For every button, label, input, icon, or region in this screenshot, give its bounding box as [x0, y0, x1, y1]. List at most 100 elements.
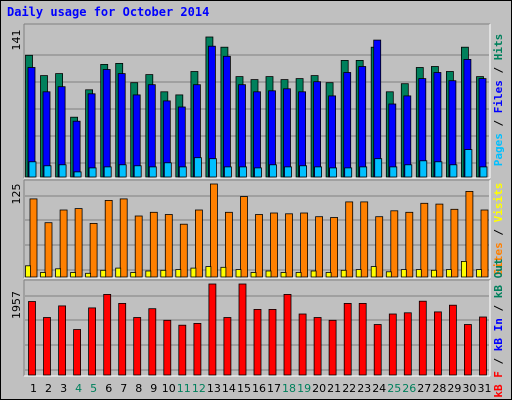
legend-sep: / [492, 351, 505, 371]
bar-pages-day-14 [223, 166, 232, 178]
x-tick-day-3: 3 [60, 382, 67, 395]
bar-visits-day-6 [100, 269, 107, 278]
legend-sep: / [492, 298, 505, 318]
bar-kb-f-day-16 [253, 308, 262, 376]
bar-kb-f-day-7 [118, 302, 127, 376]
bar-pages-day-5 [88, 167, 97, 178]
bar-sites-day-11 [179, 223, 188, 278]
bar-pages-day-7 [118, 164, 127, 178]
bar-files-day-6 [102, 69, 111, 178]
bar-visits-day-8 [130, 272, 137, 278]
x-tick-day-9: 9 [150, 382, 157, 395]
bar-kb-f-day-10 [163, 319, 172, 376]
bar-kb-f-day-3 [58, 305, 66, 376]
bar-sites-day-14 [224, 211, 233, 278]
bar-kb-f-day-29 [448, 304, 457, 376]
legend-files: Files [492, 80, 505, 113]
x-tick-day-8: 8 [135, 382, 142, 395]
chart-title: Daily usage for October 2014 [7, 5, 210, 19]
bar-sites-day-12 [194, 209, 203, 278]
x-tick-day-11: 11 [177, 382, 191, 395]
bar-visits-day-15 [235, 269, 242, 278]
bar-pages-day-11 [178, 166, 187, 178]
x-tick-day-15: 15 [237, 382, 251, 395]
x-tick-day-2: 2 [45, 382, 52, 395]
legend-sep: / [492, 113, 505, 133]
x-tick-day-26: 26 [402, 382, 416, 395]
bar-files-day-23 [358, 66, 367, 178]
bar-files-day-7 [117, 73, 126, 178]
bar-sites-day-25 [390, 210, 399, 278]
legend-kbin: kB In [492, 318, 505, 351]
panel-2-legend: Sites / Visits [492, 183, 505, 276]
bar-visits-day-13 [205, 266, 212, 278]
bar-kb-f-day-20 [313, 317, 322, 376]
bar-sites-day-17 [270, 212, 278, 278]
bar-pages-day-30 [464, 149, 473, 178]
bar-visits-day-1 [25, 265, 31, 278]
bar-files-day-3 [57, 86, 66, 178]
x-tick-day-20: 20 [312, 382, 326, 395]
bar-sites-day-4 [74, 208, 83, 278]
bar-visits-day-14 [220, 266, 227, 278]
bar-sites-day-6 [104, 199, 113, 278]
x-tick-day-19: 19 [297, 382, 311, 395]
panel-2-ymax-label: 125 [10, 184, 23, 205]
bar-pages-day-13 [208, 158, 217, 178]
bar-kb-f-day-5 [88, 307, 96, 376]
bar-pages-day-12 [193, 157, 202, 178]
x-tick-day-7: 7 [120, 382, 127, 395]
bar-files-day-14 [222, 55, 231, 178]
bar-sites-day-15 [240, 196, 248, 278]
bar-visits-day-31 [476, 269, 482, 278]
bar-sites-day-27 [420, 202, 429, 278]
x-tick-day-22: 22 [342, 382, 356, 395]
legend-visits: Visits [492, 183, 505, 223]
x-tick-day-28: 28 [432, 382, 446, 395]
bar-pages-day-17 [269, 164, 277, 178]
bar-visits-day-10 [160, 269, 167, 278]
bar-visits-day-7 [115, 267, 122, 278]
bar-sites-day-21 [330, 217, 339, 278]
bar-pages-day-26 [404, 164, 413, 178]
bar-kb-f-day-1 [28, 301, 36, 376]
x-tick-day-14: 14 [222, 382, 236, 395]
bar-sites-day-29 [450, 208, 459, 278]
bar-files-day-1 [27, 67, 36, 178]
bar-visits-day-16 [250, 272, 257, 278]
bar-visits-day-5 [85, 272, 91, 278]
x-tick-day-23: 23 [357, 382, 371, 395]
x-tick-day-18: 18 [282, 382, 296, 395]
bar-pages-day-25 [389, 166, 398, 178]
bar-sites-day-18 [285, 213, 293, 278]
bar-sites-day-22 [345, 201, 354, 278]
bar-kb-f-day-30 [463, 324, 472, 376]
bar-pages-day-15 [239, 166, 247, 178]
bar-files-day-22 [343, 72, 352, 178]
bar-files-day-24 [373, 39, 382, 178]
bar-kb-f-day-13 [208, 283, 217, 376]
panel-3-ymax-label: 1957 [10, 291, 23, 319]
bar-files-day-2 [42, 91, 51, 178]
bar-kb-f-day-17 [268, 308, 277, 376]
bar-visits-day-9 [145, 270, 152, 278]
bar-visits-day-26 [400, 269, 407, 278]
bar-visits-day-17 [265, 270, 272, 278]
legend-kbout: kB Out [492, 258, 505, 298]
x-tick-day-1: 1 [30, 382, 37, 395]
legend-pages: Pages [492, 133, 505, 166]
x-tick-day-5: 5 [90, 382, 97, 395]
x-tick-day-25: 25 [387, 382, 401, 395]
x-tick-day-29: 29 [447, 382, 461, 395]
bar-kb-f-day-19 [298, 313, 307, 376]
x-tick-day-17: 17 [267, 382, 281, 395]
bar-pages-day-8 [133, 165, 142, 178]
bar-visits-day-11 [175, 269, 182, 278]
bar-kb-f-day-31 [479, 316, 487, 376]
bar-pages-day-23 [359, 166, 368, 178]
bar-sites-day-30 [465, 190, 474, 278]
x-tick-day-31: 31 [478, 382, 492, 395]
bar-files-day-16 [253, 91, 261, 178]
bar-visits-day-12 [190, 267, 197, 278]
bar-pages-day-20 [314, 166, 323, 178]
